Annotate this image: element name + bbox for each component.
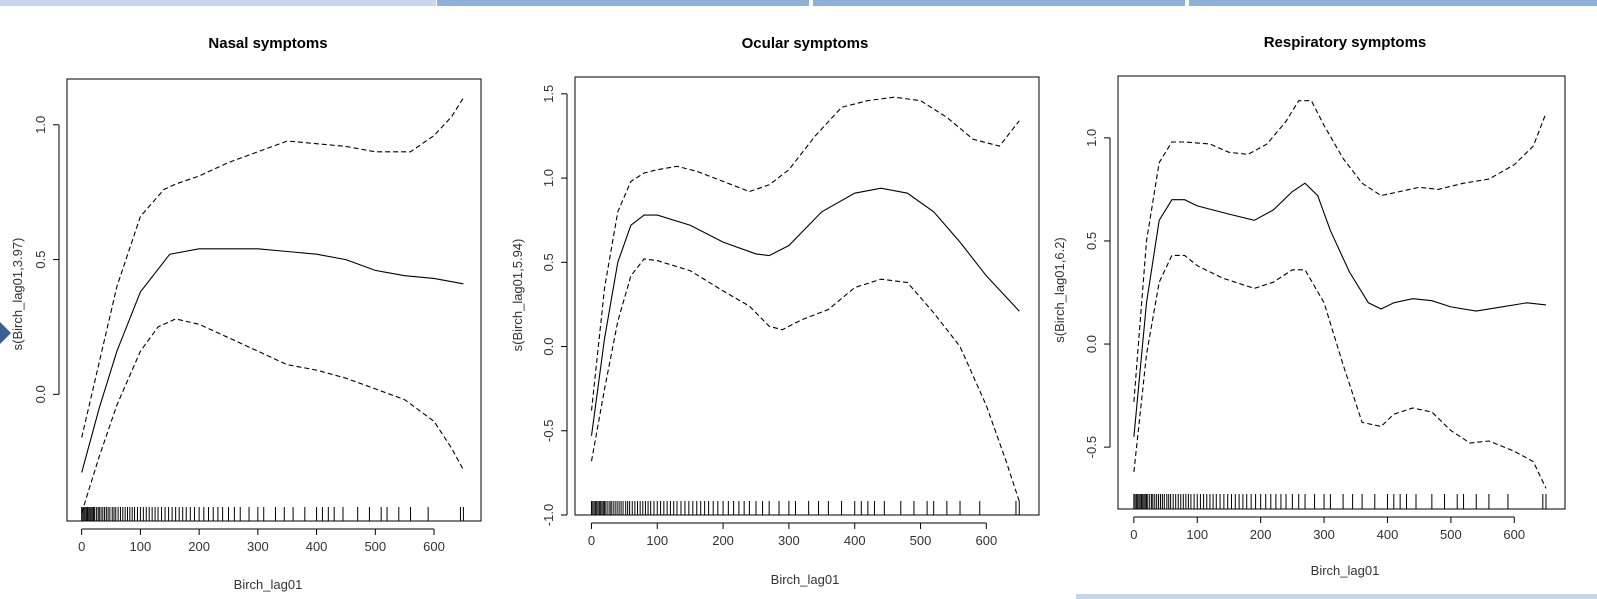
y-tick-label: 0.5 — [33, 251, 48, 269]
x-tick-label: 500 — [910, 533, 932, 548]
rug-marks — [1133, 494, 1547, 509]
series-estimate-line — [590, 187, 1020, 436]
x-tick-label: 300 — [247, 539, 269, 554]
y-tick-label: -1.0 — [541, 504, 556, 526]
x-tick-label: 100 — [1186, 527, 1208, 542]
series-estimate-line — [81, 248, 464, 473]
chart-panel-respiratory: Respiratory symptoms Birch_lag01 s(Birch… — [1052, 34, 1566, 578]
x-tick-label: 200 — [188, 539, 210, 554]
x-tick-label: 200 — [1250, 527, 1272, 542]
series-upper-line — [81, 97, 464, 438]
x-axis-label: Birch_lag01 — [1311, 563, 1380, 578]
y-tick-label: 0.5 — [541, 253, 556, 271]
y-tick-label: -0.5 — [1084, 436, 1099, 458]
series-upper-line — [590, 96, 1020, 411]
y-axis-label: s(Birch_lag01,6.2) — [1052, 237, 1067, 343]
chart-title: Ocular symptoms — [742, 35, 869, 52]
chart-title: Respiratory symptoms — [1264, 34, 1427, 51]
x-tick-label: 600 — [975, 533, 997, 548]
x-tick-label: 600 — [423, 539, 445, 554]
x-axis-label: Birch_lag01 — [771, 572, 840, 587]
x-tick-label: 100 — [646, 533, 668, 548]
y-axis-label: s(Birch_lag01,3.97) — [10, 238, 25, 351]
x-tick-label: 100 — [130, 539, 152, 554]
chart-panel-ocular: Ocular symptoms Birch_lag01 s(Birch_lag0… — [510, 35, 1040, 587]
x-tick-label: 400 — [1377, 527, 1399, 542]
slide-top-bar-segment — [437, 0, 809, 6]
y-tick-label: 0.0 — [33, 385, 48, 403]
x-tick-label: 400 — [844, 533, 866, 548]
y-tick-label: 1.5 — [541, 85, 556, 103]
chart-title: Nasal symptoms — [208, 35, 327, 52]
series-lower-line — [81, 318, 464, 514]
x-tick-label: 500 — [1440, 527, 1462, 542]
x-tick-label: 400 — [306, 539, 328, 554]
plot-frame — [66, 78, 482, 522]
slide-bottom-bar — [1076, 594, 1597, 599]
plot-frame — [1117, 75, 1566, 510]
x-tick-label: 300 — [1313, 527, 1335, 542]
rug-marks — [590, 501, 1020, 515]
x-tick-label: 600 — [1503, 527, 1525, 542]
rug-marks — [81, 507, 464, 521]
x-axis-label: Birch_lag01 — [234, 577, 303, 592]
plot-frame — [574, 76, 1040, 516]
x-tick-label: 200 — [712, 533, 734, 548]
series-estimate-line — [1133, 182, 1547, 437]
y-tick-label: 0.5 — [1084, 232, 1099, 250]
x-tick-label: 0 — [1130, 527, 1137, 542]
series-lower-line — [590, 258, 1020, 502]
series-lower-line — [1133, 254, 1547, 489]
y-tick-label: 1.0 — [33, 116, 48, 134]
y-tick-label: 0.0 — [1084, 335, 1099, 353]
slide-top-bar-segment — [1189, 0, 1597, 6]
y-tick-label: 0.0 — [541, 337, 556, 355]
y-tick-label: 1.0 — [541, 169, 556, 187]
slide-top-bar-segment — [813, 0, 1185, 6]
series-upper-line — [1133, 100, 1547, 402]
x-tick-label: 0 — [588, 533, 595, 548]
chart-panel-nasal: Nasal symptoms Birch_lag01 s(Birch_lag01… — [10, 35, 482, 592]
x-tick-label: 500 — [364, 539, 386, 554]
slide-arrow-icon — [0, 322, 11, 344]
x-tick-label: 300 — [778, 533, 800, 548]
x-tick-label: 0 — [78, 539, 85, 554]
y-tick-label: 1.0 — [1084, 129, 1099, 147]
slide-top-bar-light — [0, 0, 436, 6]
y-tick-label: -0.5 — [541, 420, 556, 442]
y-axis-label: s(Birch_lag01,5.94) — [510, 239, 525, 352]
